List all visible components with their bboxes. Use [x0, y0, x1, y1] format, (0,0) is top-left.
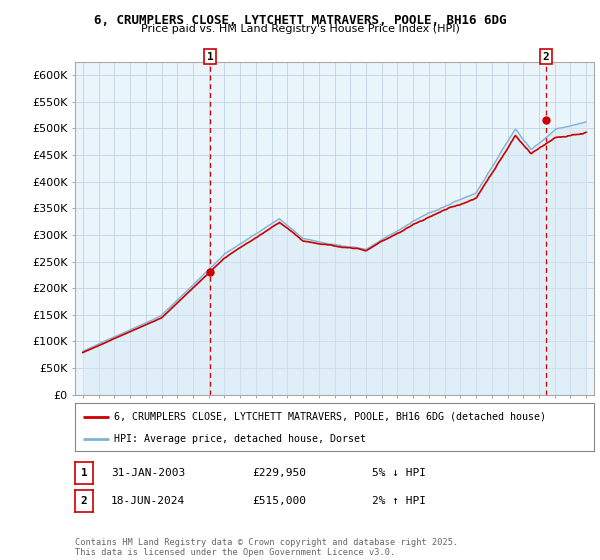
- Text: 18-JUN-2024: 18-JUN-2024: [111, 496, 185, 506]
- Text: 2: 2: [80, 496, 88, 506]
- Text: £229,950: £229,950: [252, 468, 306, 478]
- Text: Contains HM Land Registry data © Crown copyright and database right 2025.
This d: Contains HM Land Registry data © Crown c…: [75, 538, 458, 557]
- Text: 1: 1: [80, 468, 88, 478]
- Text: Price paid vs. HM Land Registry's House Price Index (HPI): Price paid vs. HM Land Registry's House …: [140, 24, 460, 34]
- Text: 2: 2: [543, 52, 550, 62]
- Text: 1: 1: [206, 52, 214, 62]
- Text: 2% ↑ HPI: 2% ↑ HPI: [372, 496, 426, 506]
- Text: 6, CRUMPLERS CLOSE, LYTCHETT MATRAVERS, POOLE, BH16 6DG (detached house): 6, CRUMPLERS CLOSE, LYTCHETT MATRAVERS, …: [114, 412, 546, 422]
- Text: 6, CRUMPLERS CLOSE, LYTCHETT MATRAVERS, POOLE, BH16 6DG: 6, CRUMPLERS CLOSE, LYTCHETT MATRAVERS, …: [94, 14, 506, 27]
- Text: £515,000: £515,000: [252, 496, 306, 506]
- Text: 5% ↓ HPI: 5% ↓ HPI: [372, 468, 426, 478]
- Text: HPI: Average price, detached house, Dorset: HPI: Average price, detached house, Dors…: [114, 434, 366, 444]
- Text: 31-JAN-2003: 31-JAN-2003: [111, 468, 185, 478]
